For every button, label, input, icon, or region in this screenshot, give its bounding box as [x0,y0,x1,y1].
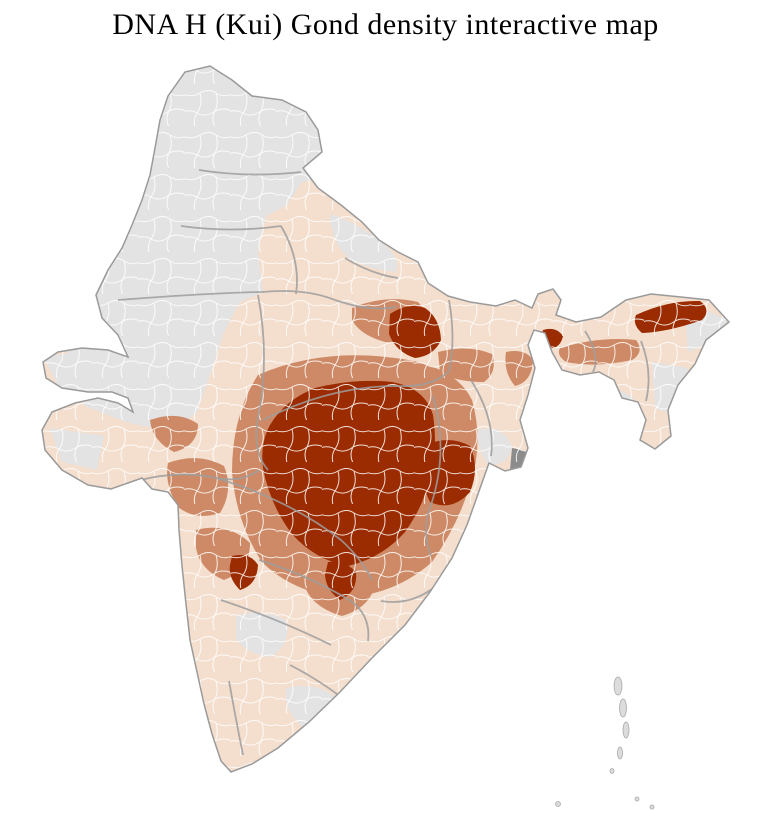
island[interactable] [609,768,615,774]
island[interactable] [617,746,623,760]
island[interactable] [619,698,627,718]
state-border [228,680,244,756]
state-border [425,395,442,557]
state-border [139,469,260,481]
state-border [255,294,269,471]
state-border [470,379,493,457]
state-border [262,370,450,421]
state-border [180,225,282,231]
state-border [117,290,397,310]
islands-group[interactable] [555,676,655,810]
state-border [198,169,302,176]
island[interactable] [555,801,561,807]
state-border [258,559,370,642]
state-border [584,330,597,373]
state-border [640,340,650,402]
india-outline [41,65,731,773]
state-border [280,225,298,295]
island[interactable] [634,796,640,802]
state-border [344,257,399,279]
island[interactable] [622,721,630,739]
island[interactable] [613,676,623,696]
state-borders [117,169,650,756]
state-border [215,477,373,581]
island[interactable] [649,804,655,810]
state-border [448,299,454,372]
state-border [220,599,332,646]
map-title: DNA H (Kui) Gond density interactive map [112,8,659,41]
district-borders-overlay [42,66,729,772]
